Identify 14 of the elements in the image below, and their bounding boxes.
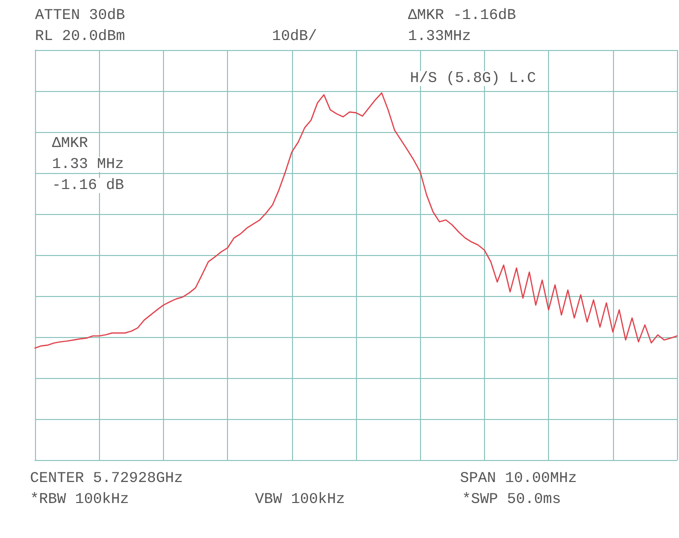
text: ATTEN 30dB: [35, 7, 126, 24]
text: H/S (5.8G) L.C: [410, 70, 536, 87]
text: ΔMKR -1.16dB: [408, 7, 516, 24]
annotation: -1.16 dB: [52, 177, 124, 194]
text: 1.33MHz: [408, 28, 472, 45]
text: SPAN 10.00MHz: [460, 470, 578, 487]
text: *RBW 100kHz: [30, 491, 130, 508]
text: CENTER 5.72928GHz: [30, 470, 184, 487]
text: 10dB/: [272, 28, 318, 45]
annotation: ΔMKR: [52, 135, 88, 152]
annotation: 1.33 MHz: [52, 156, 124, 173]
text: RL 20.0dBm: [35, 28, 126, 45]
text: VBW 100kHz: [255, 491, 346, 508]
text: *SWP 50.0ms: [462, 491, 562, 508]
